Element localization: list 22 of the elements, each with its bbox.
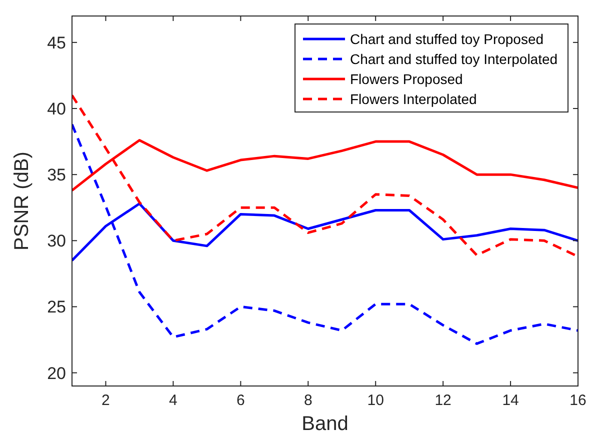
x-tick-label: 8 [304,392,312,409]
x-tick-label: 16 [570,392,586,409]
y-tick-label: 25 [47,298,66,317]
x-tick-label: 2 [102,392,110,409]
x-tick-label: 14 [502,392,519,409]
legend-label: Chart and stuffed toy Interpolated [350,51,558,67]
legend-label: Flowers Interpolated [350,91,477,107]
x-tick-label: 6 [236,392,245,409]
y-tick-label: 45 [47,33,66,52]
line-series [72,123,578,345]
legend-label: Chart and stuffed toy Proposed [350,31,544,47]
y-tick-label: 30 [47,232,66,251]
x-tick-label: 10 [367,392,384,409]
y-tick-label: 35 [47,166,66,185]
y-tick-label: 40 [47,100,66,118]
legend-label: Flowers Proposed [350,71,463,87]
y-tick-label: 20 [47,364,66,383]
line-series [72,94,578,258]
x-tick-label: 4 [169,392,178,409]
x-axis-title: Band [302,413,348,435]
x-tick-label: 12 [434,392,452,409]
y-axis-title: PSNR (dB) [11,152,33,250]
